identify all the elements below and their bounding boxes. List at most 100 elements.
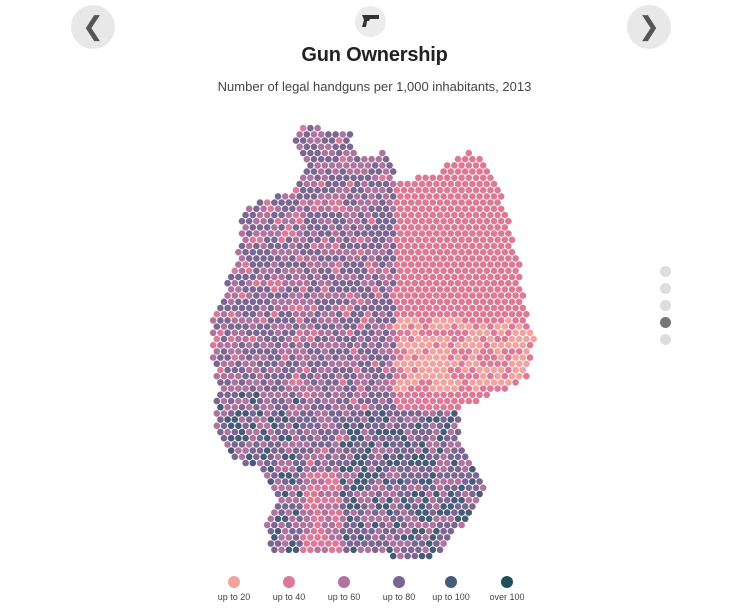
pager-dot-3[interactable] bbox=[660, 300, 671, 311]
map-hex-cell bbox=[436, 323, 444, 330]
map-hex-cell bbox=[346, 168, 354, 175]
map-hex-cell bbox=[476, 217, 483, 225]
map-hex-cell bbox=[397, 267, 404, 275]
map-hex-cell bbox=[501, 372, 509, 380]
map-hex-cell bbox=[397, 242, 404, 250]
map-hex-cell bbox=[353, 329, 361, 337]
map-hex-cell bbox=[487, 385, 494, 392]
map-hex-cell bbox=[231, 428, 239, 436]
map-hex-cell bbox=[303, 304, 311, 312]
map-hex-cell bbox=[379, 484, 386, 492]
map-hex-cell bbox=[397, 416, 404, 423]
next-button[interactable]: ❯ bbox=[627, 5, 671, 49]
map-hex-cell bbox=[443, 410, 451, 417]
map-hex-cell bbox=[343, 236, 350, 244]
map-hex-cell bbox=[418, 205, 426, 213]
map-hex-cell bbox=[429, 236, 437, 244]
map-hex-cell bbox=[350, 310, 357, 318]
map-hex-cell bbox=[328, 372, 336, 380]
map-hex-cell bbox=[382, 255, 390, 262]
map-hex-cell bbox=[418, 217, 426, 225]
map-hex-cell bbox=[479, 211, 487, 219]
map-hex-cell bbox=[425, 341, 433, 349]
map-hex-cell bbox=[289, 490, 296, 498]
map-hex-cell bbox=[343, 273, 350, 281]
map-hex-cell bbox=[220, 335, 228, 343]
map-hex-cell bbox=[253, 441, 260, 448]
map-hex-cell bbox=[227, 422, 235, 430]
map-hex-cell bbox=[361, 230, 368, 237]
map-hex-cell bbox=[386, 422, 393, 430]
map-hex-cell bbox=[364, 546, 372, 554]
map-hex-cell bbox=[271, 261, 278, 268]
map-hex-cell bbox=[479, 310, 487, 318]
map-hex-cell bbox=[508, 323, 516, 330]
map-hex-cell bbox=[436, 459, 444, 467]
map-hex-cell bbox=[256, 397, 264, 405]
map-hex-cell bbox=[433, 292, 440, 299]
pager-dot-5[interactable] bbox=[660, 334, 671, 345]
map-hex-cell bbox=[386, 335, 393, 343]
pager-dot-2[interactable] bbox=[660, 283, 671, 294]
map-hex-cell bbox=[368, 255, 375, 262]
map-hex-cell bbox=[425, 180, 433, 188]
map-hex-cell bbox=[429, 323, 437, 330]
map-hex-cell bbox=[400, 323, 408, 330]
map-hex-cell bbox=[289, 379, 296, 386]
map-hex-cell bbox=[415, 236, 422, 244]
map-hex-cell bbox=[407, 186, 415, 194]
map-hex-cell bbox=[494, 323, 501, 330]
map-hex-cell bbox=[382, 527, 390, 535]
map-hex-cell bbox=[278, 248, 285, 256]
map-hex-cell bbox=[393, 224, 401, 231]
map-hex-cell bbox=[479, 298, 487, 306]
map-hex-cell bbox=[274, 304, 282, 312]
map-hex-cell bbox=[292, 546, 300, 554]
map-hex-cell bbox=[310, 527, 318, 535]
map-hex-cell bbox=[242, 360, 249, 368]
pager-dot-1[interactable] bbox=[660, 266, 671, 277]
map-hex-cell bbox=[386, 397, 393, 405]
map-hex-cell bbox=[307, 422, 314, 430]
map-hex-cell bbox=[292, 360, 300, 368]
map-hex-cell bbox=[512, 304, 519, 312]
map-hex-cell bbox=[350, 211, 357, 219]
map-hex-cell bbox=[256, 199, 264, 206]
map-hex-cell bbox=[245, 366, 253, 374]
map-hex-cell bbox=[350, 360, 357, 368]
map-hex-cell bbox=[397, 527, 404, 535]
map-hex-cell bbox=[447, 304, 455, 312]
map-hex-cell bbox=[364, 496, 372, 504]
map-hex-cell bbox=[303, 143, 311, 151]
map-hex-cell bbox=[483, 242, 491, 250]
map-hex-cell bbox=[461, 503, 469, 510]
map-hex-cell bbox=[451, 484, 458, 492]
map-hex-cell bbox=[465, 162, 473, 169]
map-hex-cell bbox=[325, 304, 332, 312]
map-hex-cell bbox=[267, 465, 275, 473]
map-hex-cell bbox=[238, 255, 246, 262]
map-hex-cell bbox=[447, 366, 455, 374]
map-hex-cell bbox=[523, 335, 530, 343]
map-hex-cell bbox=[343, 224, 350, 231]
map-hex-cell bbox=[346, 267, 354, 275]
map-hex-cell bbox=[425, 379, 433, 386]
map-hex-cell bbox=[487, 261, 494, 268]
map-hex-cell bbox=[397, 540, 404, 547]
map-hex-cell bbox=[404, 503, 411, 510]
previous-button[interactable]: ❮ bbox=[71, 5, 115, 49]
map-hex-cell bbox=[371, 236, 379, 244]
map-hex-cell bbox=[415, 484, 422, 492]
map-hex-cell bbox=[332, 391, 339, 399]
map-hex-cell bbox=[256, 248, 264, 256]
map-hex-cell bbox=[461, 193, 469, 200]
map-hex-cell bbox=[519, 304, 527, 312]
map-hex-cell bbox=[253, 379, 260, 386]
map-hex-cell bbox=[299, 496, 307, 504]
map-hex-cell bbox=[440, 354, 447, 361]
pager-dot-4[interactable] bbox=[660, 317, 671, 328]
map-hex-cell bbox=[505, 255, 512, 262]
map-hex-cell bbox=[422, 348, 429, 355]
map-hex-cell bbox=[469, 180, 476, 188]
map-hex-cell bbox=[310, 354, 318, 361]
